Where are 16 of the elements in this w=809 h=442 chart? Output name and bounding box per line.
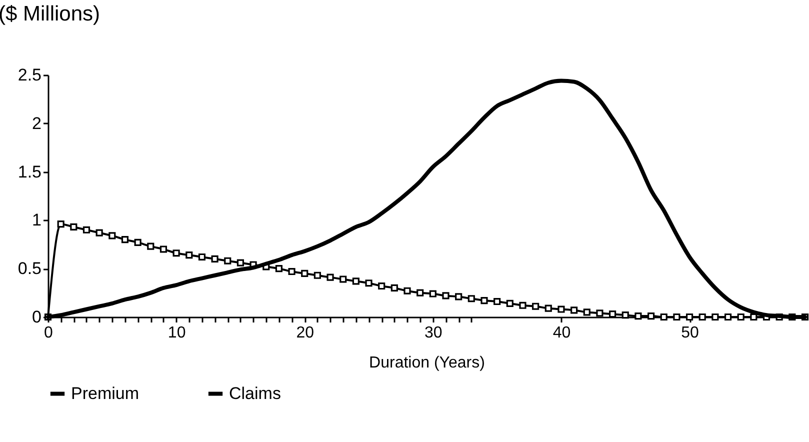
y-tick-label: 2.5	[18, 66, 42, 84]
x-tick-label: 40	[552, 324, 571, 342]
y-tick-label: 0.5	[18, 259, 42, 278]
y-axis-title: ($ Millions)	[0, 2, 100, 26]
x-tick-label: 0	[44, 324, 54, 342]
x-tick-label: 10	[168, 324, 186, 342]
legend-label: Premium	[71, 384, 140, 403]
y-tick-label: 2	[32, 114, 42, 133]
x-tick-label: 50	[681, 324, 700, 342]
x-tick-label: 30	[424, 324, 442, 342]
x-tick-label: 20	[296, 324, 314, 342]
legend-label: Claims	[229, 384, 281, 403]
x-axis-title: Duration (Years)	[369, 354, 485, 372]
y-tick-label: 1	[32, 210, 42, 230]
y-tick-label: 0	[32, 308, 42, 326]
y-tick-label: 1.5	[18, 162, 42, 182]
